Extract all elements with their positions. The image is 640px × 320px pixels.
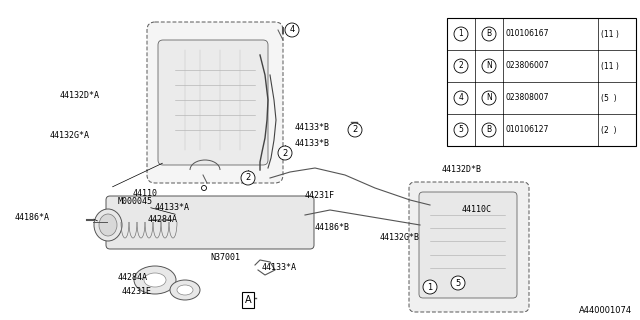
Text: N: N <box>486 61 492 70</box>
Text: (11 ): (11 ) <box>601 29 619 38</box>
Text: 2: 2 <box>353 125 358 134</box>
Circle shape <box>451 276 465 290</box>
Circle shape <box>482 123 496 137</box>
Text: B: B <box>486 29 492 38</box>
Bar <box>447 18 636 146</box>
Circle shape <box>423 280 437 294</box>
Circle shape <box>454 123 468 137</box>
Text: 2: 2 <box>459 61 463 70</box>
Text: 44231F: 44231F <box>305 191 335 201</box>
Text: 44132G*A: 44132G*A <box>50 131 90 140</box>
Text: 1: 1 <box>428 283 433 292</box>
Text: 2: 2 <box>245 173 251 182</box>
FancyBboxPatch shape <box>419 192 517 298</box>
Circle shape <box>202 186 207 190</box>
Ellipse shape <box>177 285 193 295</box>
FancyBboxPatch shape <box>158 40 268 165</box>
Circle shape <box>454 27 468 41</box>
Text: 44133*A: 44133*A <box>155 203 190 212</box>
Circle shape <box>285 23 299 37</box>
Text: M000045: M000045 <box>118 197 153 206</box>
Text: 44132D*B: 44132D*B <box>442 165 482 174</box>
Text: 4: 4 <box>459 93 463 102</box>
Circle shape <box>454 91 468 105</box>
FancyBboxPatch shape <box>106 196 314 249</box>
Text: B: B <box>486 125 492 134</box>
Circle shape <box>348 123 362 137</box>
Text: 5: 5 <box>459 125 463 134</box>
Text: (5  ): (5 ) <box>601 93 616 102</box>
Text: 44110: 44110 <box>133 188 158 197</box>
Circle shape <box>482 59 496 73</box>
Text: 44132G*B: 44132G*B <box>380 234 420 243</box>
Circle shape <box>278 146 292 160</box>
Text: 010106127: 010106127 <box>506 125 549 134</box>
Text: (2  ): (2 ) <box>601 125 616 134</box>
Text: 44110C: 44110C <box>462 205 492 214</box>
Text: 010106167: 010106167 <box>506 29 550 38</box>
Text: 4: 4 <box>289 26 294 35</box>
Text: 44186*B: 44186*B <box>315 223 350 233</box>
FancyBboxPatch shape <box>409 182 529 312</box>
Text: 1: 1 <box>459 29 463 38</box>
Text: 44284A: 44284A <box>148 215 178 225</box>
Ellipse shape <box>94 209 122 241</box>
Text: 023808007: 023808007 <box>506 93 550 102</box>
Text: 44132D*A: 44132D*A <box>60 91 100 100</box>
Circle shape <box>482 91 496 105</box>
Text: A440001074: A440001074 <box>579 306 632 315</box>
Text: 2: 2 <box>282 148 287 157</box>
Circle shape <box>241 171 255 185</box>
Ellipse shape <box>170 280 200 300</box>
Text: N37001: N37001 <box>210 253 240 262</box>
Text: 023806007: 023806007 <box>506 61 550 70</box>
Text: 44186*A: 44186*A <box>15 213 50 222</box>
Text: (11 ): (11 ) <box>601 61 619 70</box>
Text: 44284A: 44284A <box>118 274 148 283</box>
Text: 44133*B: 44133*B <box>295 139 330 148</box>
Text: N: N <box>486 93 492 102</box>
Ellipse shape <box>144 273 166 287</box>
Text: 44133*A: 44133*A <box>262 263 297 273</box>
Text: 5: 5 <box>456 278 461 287</box>
Text: 44231E: 44231E <box>122 287 152 297</box>
Ellipse shape <box>134 266 176 294</box>
FancyBboxPatch shape <box>147 22 283 183</box>
Ellipse shape <box>99 214 117 236</box>
Text: 44133*B: 44133*B <box>295 124 330 132</box>
Text: A: A <box>244 295 252 305</box>
Circle shape <box>454 59 468 73</box>
Circle shape <box>482 27 496 41</box>
